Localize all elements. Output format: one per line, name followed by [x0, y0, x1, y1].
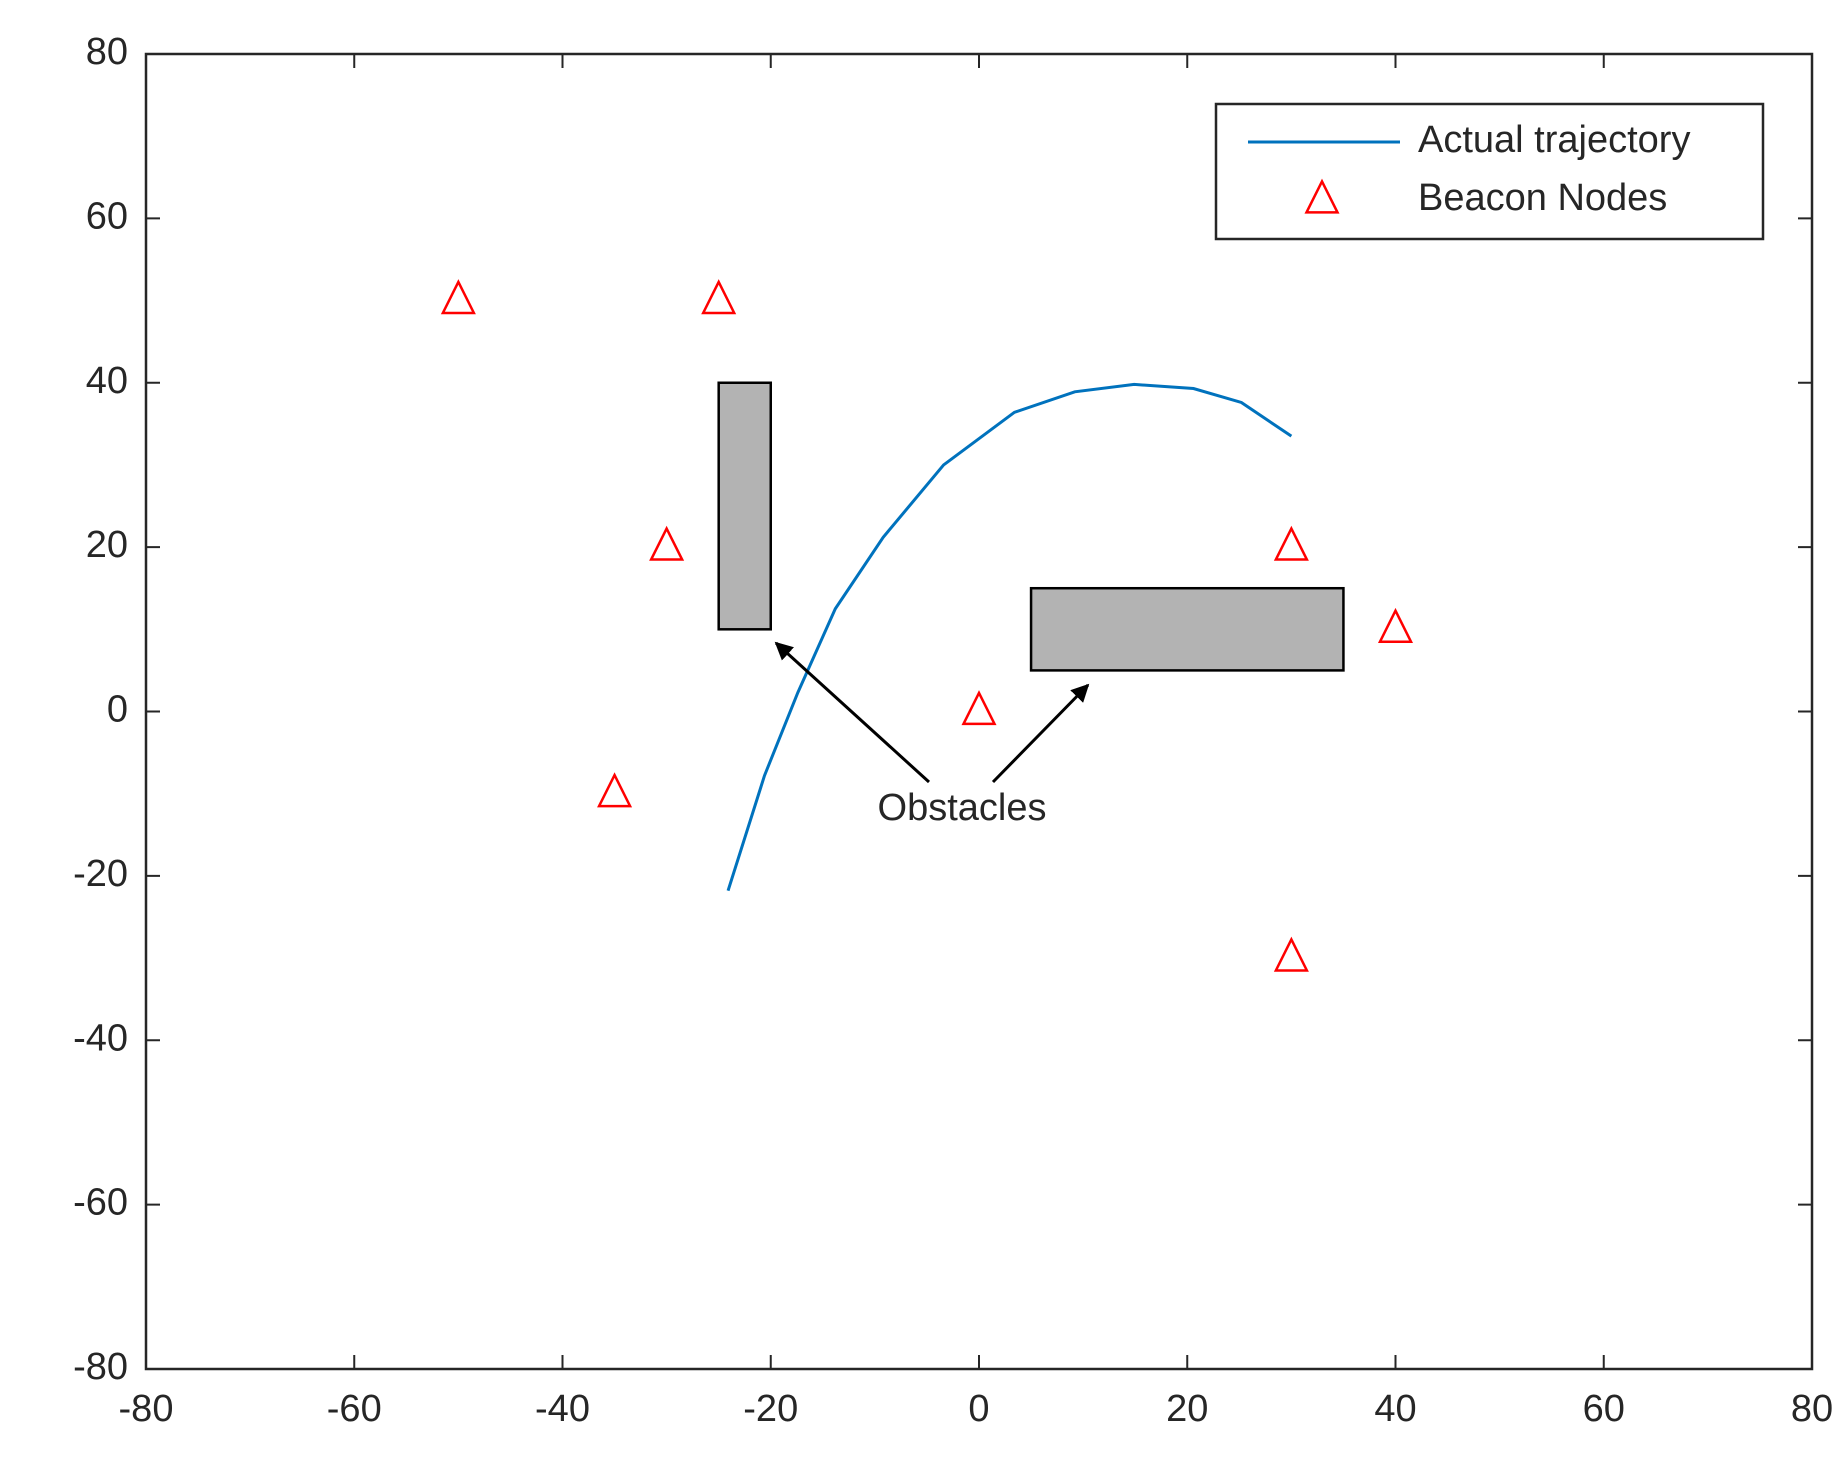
- annotation-arrow: [774, 641, 931, 784]
- legend-label: Beacon Nodes: [1418, 177, 1667, 219]
- legend-swatch: [1304, 178, 1340, 214]
- x-tick-label: -20: [743, 1388, 798, 1430]
- y-tick-label: 0: [107, 689, 128, 731]
- x-tick-label: 0: [968, 1388, 989, 1430]
- annotation: Obstacles: [878, 787, 1047, 829]
- beacon-marker: [649, 525, 685, 561]
- beacon-marker: [1273, 525, 1309, 561]
- x-tick-label: -80: [119, 1388, 174, 1430]
- y-tick-label: 80: [86, 31, 128, 73]
- x-tick-label: 20: [1166, 1388, 1208, 1430]
- beacon-marker: [701, 279, 737, 315]
- obstacle: [1029, 586, 1345, 672]
- beacon-marker: [597, 772, 633, 808]
- obstacle: [717, 381, 772, 631]
- y-tick-label: -80: [73, 1346, 128, 1388]
- beacon-marker: [961, 690, 997, 726]
- trajectory-line: [726, 382, 1293, 892]
- beacon-marker: [1273, 936, 1309, 972]
- beacon-marker: [1377, 607, 1414, 643]
- x-tick-label: -60: [327, 1388, 382, 1430]
- legend: Actual trajectory Beacon Nodes: [1214, 102, 1765, 241]
- legend-label: Actual trajectory: [1418, 119, 1690, 161]
- y-tick-label: 40: [86, 360, 128, 402]
- axes-box: [144, 52, 1814, 1371]
- x-tick-label: -40: [535, 1388, 590, 1430]
- beacon-marker: [440, 279, 476, 315]
- y-tick-label: -20: [73, 853, 128, 895]
- x-tick-label: 80: [1791, 1388, 1833, 1430]
- y-tick-label: -60: [73, 1182, 128, 1224]
- annotation-arrow: [991, 683, 1090, 784]
- y-tick-label: 60: [86, 195, 128, 237]
- x-tick-label: 60: [1583, 1388, 1625, 1430]
- x-tick-label: 40: [1374, 1388, 1416, 1430]
- y-tick-label: -40: [73, 1017, 128, 1059]
- y-tick-label: 20: [86, 524, 128, 566]
- legend-box: [1214, 102, 1765, 241]
